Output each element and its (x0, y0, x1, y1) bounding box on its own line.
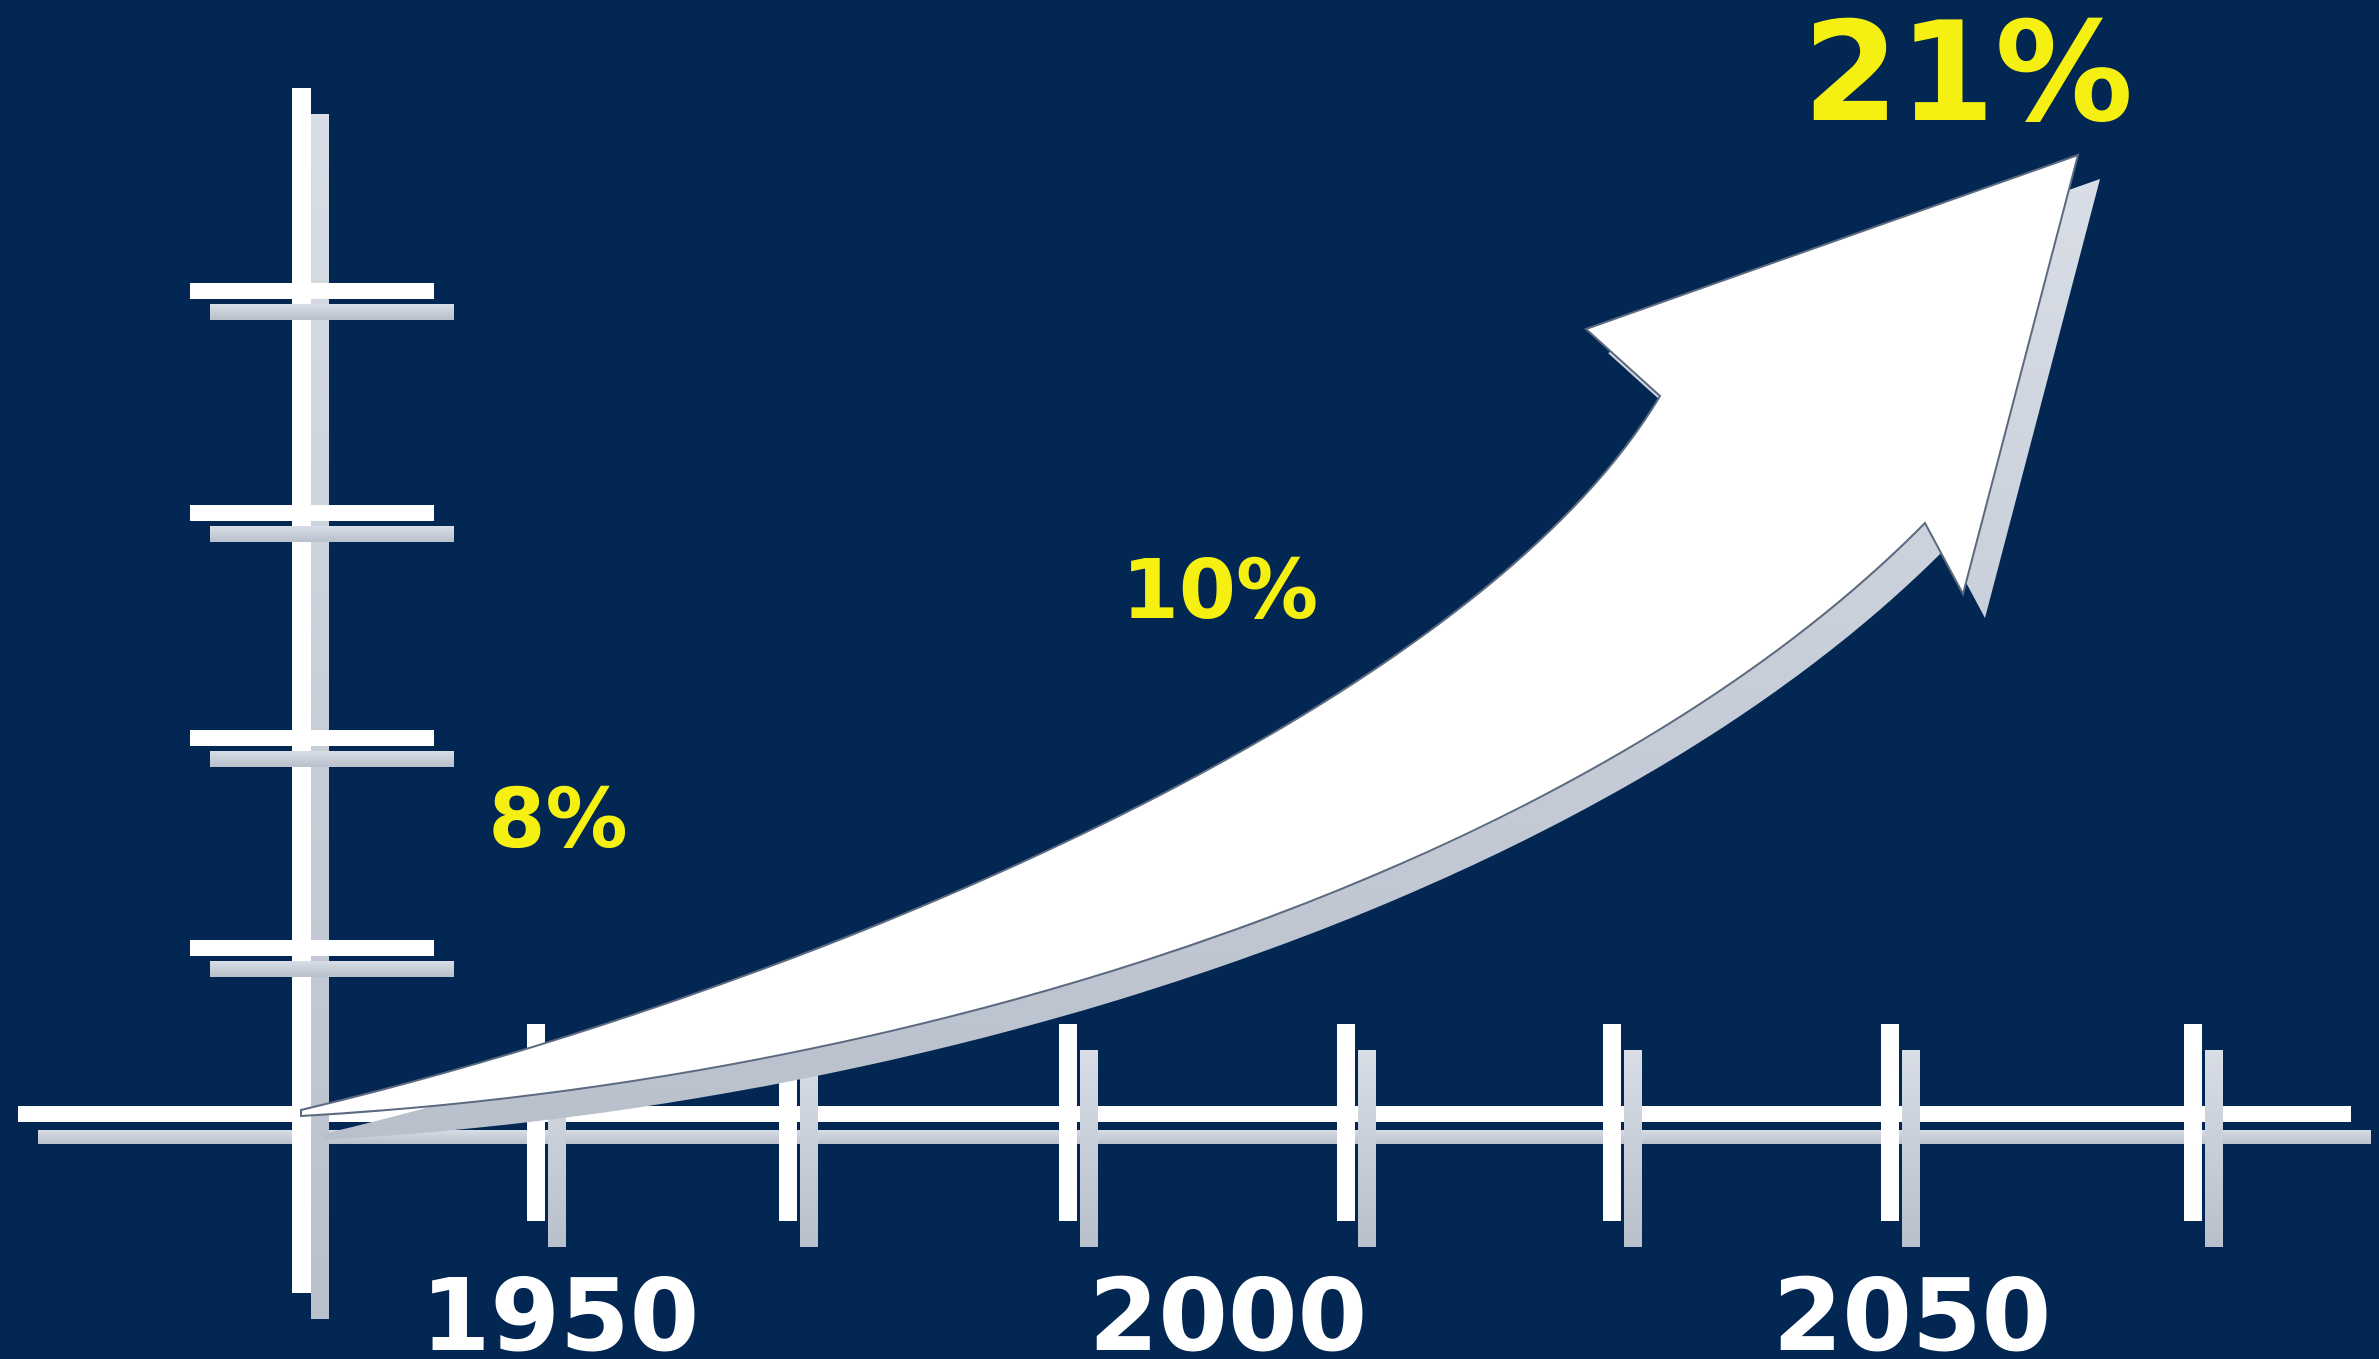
y-tick-3 (190, 730, 434, 746)
growth-arrow (300, 153, 2100, 1140)
x-tick-shadow-2 (800, 1050, 818, 1247)
x-tick-shadow-3 (1080, 1050, 1098, 1247)
y-tick-1 (190, 283, 434, 299)
y-tick-2 (190, 505, 434, 521)
x-tick-7 (2184, 1024, 2202, 1221)
y-axis-line (292, 88, 311, 1293)
value-label-1: 8% (488, 772, 627, 867)
x-tick-label-2050: 2050 (1773, 1257, 2051, 1359)
arrow-body (300, 153, 2080, 1118)
x-tick-3 (1059, 1024, 1077, 1221)
y-axis-shadow (311, 114, 329, 1319)
x-tick-shadow-6 (1902, 1050, 1920, 1247)
y-tick-shadow-3 (210, 751, 454, 767)
y-tick-shadow-1 (210, 304, 454, 320)
x-ticks (527, 1024, 2223, 1247)
x-tick-shadow-5 (1624, 1050, 1642, 1247)
x-tick-shadow-7 (2205, 1050, 2223, 1247)
value-label-3: 21% (1803, 0, 2133, 153)
x-tick-labels: 1950 2000 2050 (421, 1257, 2051, 1359)
value-labels: 8% 10% 21% (488, 0, 2133, 867)
x-tick-label-1950: 1950 (421, 1257, 699, 1359)
y-ticks (190, 283, 454, 977)
x-tick-5 (1603, 1024, 1621, 1221)
x-tick-label-2000: 2000 (1089, 1257, 1367, 1359)
y-tick-shadow-2 (210, 526, 454, 542)
x-tick-6 (1881, 1024, 1899, 1221)
x-axis-shadow (38, 1130, 2371, 1144)
value-label-2: 10% (1122, 543, 1318, 638)
x-tick-shadow-4 (1358, 1050, 1376, 1247)
x-tick-4 (1337, 1024, 1355, 1221)
y-axis (292, 88, 329, 1319)
y-tick-4 (190, 940, 434, 956)
y-tick-shadow-4 (210, 961, 454, 977)
